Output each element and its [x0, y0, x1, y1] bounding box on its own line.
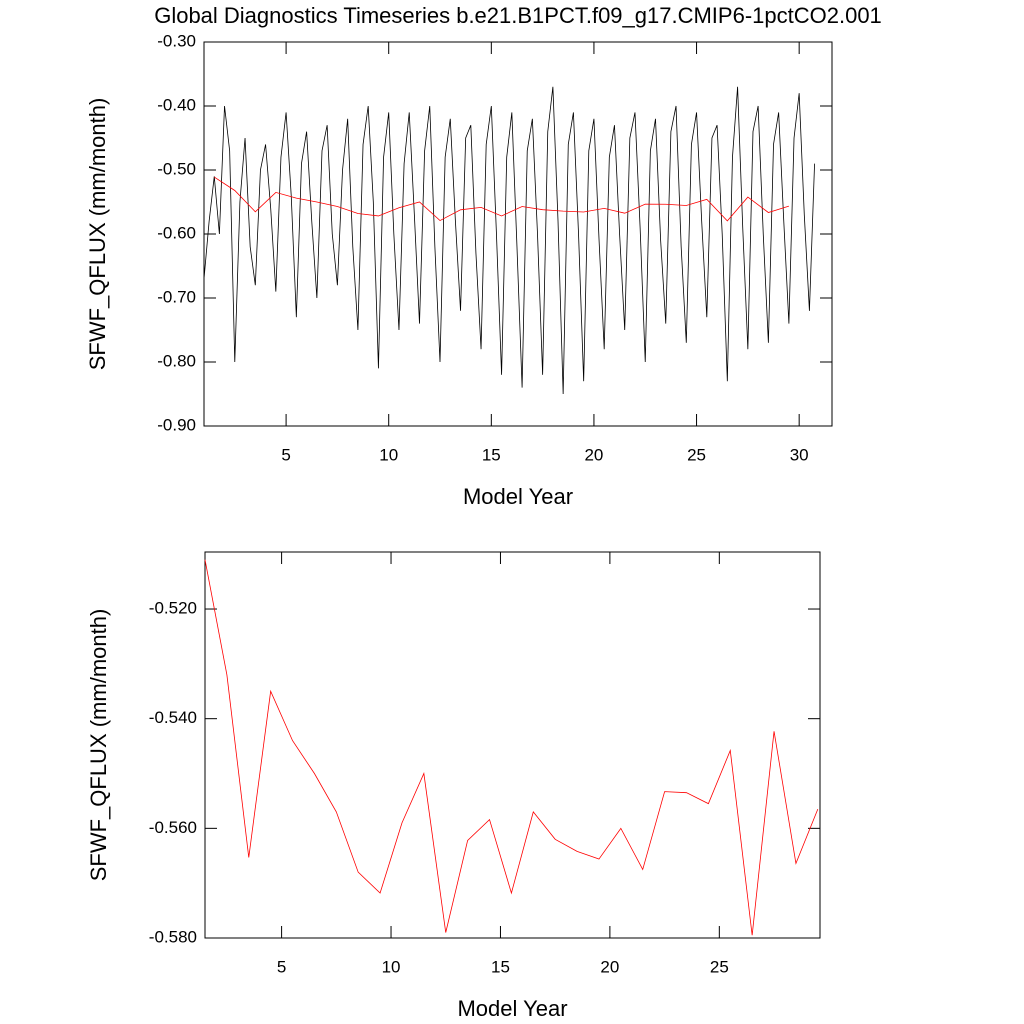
plot-frame	[204, 551, 821, 939]
y-tick-label: -0.80	[157, 351, 196, 370]
y-tick-label: -0.50	[157, 159, 196, 178]
y-tick-label: -0.30	[157, 31, 196, 50]
y-tick-label: -0.580	[149, 927, 197, 946]
x-tick-label: 10	[379, 445, 398, 464]
y-tick-label: -0.40	[157, 95, 196, 114]
y-tick-label: -0.60	[157, 223, 196, 242]
y-tick-label: -0.520	[149, 599, 197, 618]
x-tick-label: 30	[790, 445, 809, 464]
series-line	[203, 86, 815, 395]
x-tick-label: 5	[281, 445, 290, 464]
x-tick-label: 10	[382, 957, 401, 976]
y-axis-label: SFWF_QFLUX (mm/month)	[86, 609, 111, 882]
x-tick-label: 25	[687, 445, 706, 464]
x-axis-label: Model Year	[457, 996, 567, 1021]
series-line	[214, 176, 790, 222]
y-tick-label: -0.70	[157, 287, 196, 306]
x-tick-label: 20	[584, 445, 603, 464]
x-tick-label: 25	[710, 957, 729, 976]
x-tick-label: 5	[277, 957, 286, 976]
x-tick-label: 20	[600, 957, 619, 976]
x-tick-label: 15	[482, 445, 501, 464]
x-axis-label: Model Year	[463, 484, 573, 509]
series-line	[204, 559, 819, 936]
y-tick-label: -0.540	[149, 708, 197, 727]
y-axis-label: SFWF_QFLUX (mm/month)	[85, 98, 110, 371]
y-tick-label: -0.560	[149, 818, 197, 837]
chart-title: Global Diagnostics Timeseries b.e21.B1PC…	[154, 3, 882, 28]
x-tick-label: 15	[491, 957, 510, 976]
y-tick-label: -0.90	[157, 415, 196, 434]
